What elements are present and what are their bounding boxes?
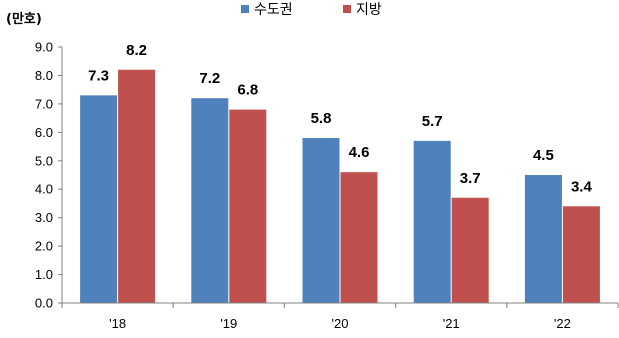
- x-tick-label: '20: [332, 316, 349, 331]
- bar-지방-'20: [340, 172, 378, 303]
- y-tick-label: 0.0: [35, 296, 53, 311]
- bar-수도권-'20: [302, 138, 340, 303]
- bar-지방-'22: [562, 206, 600, 303]
- y-tick-label: 5.0: [35, 153, 53, 168]
- x-axis: '18 '19 '20 '21 '22: [61, 302, 619, 331]
- data-label: 7.3: [88, 67, 109, 84]
- x-tick-label: '18: [109, 316, 126, 331]
- legend-swatch: [343, 5, 351, 13]
- y-tick-label: 1.0: [35, 267, 53, 282]
- y-axis: 0.0 1.0 2.0 3.0 4.0 5.0 6.0 7.0 8.0 9.0: [35, 40, 63, 311]
- data-label: 6.8: [237, 82, 258, 99]
- bar-지방-'18: [118, 69, 156, 303]
- legend: 수도권 지방: [241, 2, 382, 18]
- y-tick-label: 6.0: [35, 125, 53, 140]
- data-label: 7.2: [199, 70, 220, 87]
- y-tick-label: 9.0: [35, 40, 53, 55]
- y-tick-label: 8.0: [35, 68, 53, 83]
- data-label: 3.7: [460, 170, 481, 187]
- bar-수도권-'19: [191, 98, 229, 303]
- data-label: 3.4: [571, 178, 593, 195]
- x-tick-label: '19: [220, 316, 237, 331]
- legend-label: 지방: [356, 2, 382, 18]
- x-tick-label: '21: [443, 316, 460, 331]
- y-axis-unit-label: (만호): [6, 11, 42, 27]
- y-tick-label: 7.0: [35, 96, 53, 111]
- bar-수도권-'18: [80, 95, 118, 303]
- legend-label: 수도권: [254, 2, 293, 18]
- bar-지방-'21: [451, 197, 489, 303]
- x-tick-label: '22: [554, 316, 571, 331]
- legend-swatch: [241, 5, 249, 13]
- y-tick-label: 2.0: [35, 239, 53, 254]
- bars: [80, 69, 600, 303]
- data-label: 4.5: [533, 147, 554, 164]
- data-labels: 7.3 8.2 7.2 6.8 5.8 4.6 5.7 3.7 4.5 3.4: [88, 42, 592, 196]
- data-label: 5.7: [422, 113, 443, 130]
- bar-수도권-'21: [413, 140, 451, 303]
- bar-수도권-'22: [524, 175, 562, 303]
- data-label: 8.2: [126, 42, 147, 59]
- y-tick-label: 4.0: [35, 182, 53, 197]
- bar-지방-'19: [229, 109, 267, 303]
- data-label: 5.8: [311, 110, 332, 127]
- y-tick-label: 3.0: [35, 210, 53, 225]
- data-label: 4.6: [349, 144, 370, 161]
